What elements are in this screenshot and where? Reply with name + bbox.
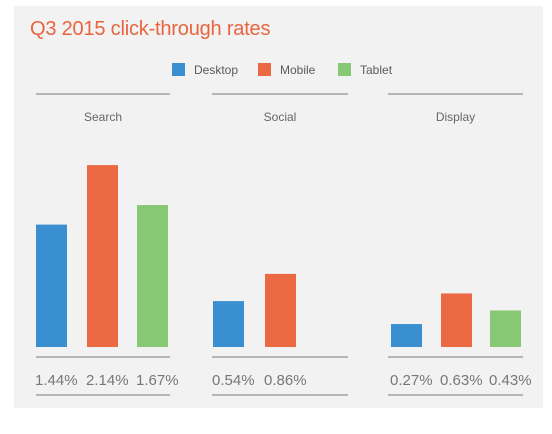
- category-label-search: Search: [84, 110, 122, 124]
- value-label-search-mobile: 2.14%: [86, 372, 129, 389]
- category-label-social: Social: [264, 110, 297, 124]
- value-label-search-desktop: 1.44%: [35, 372, 78, 389]
- value-label-social-desktop: 0.54%: [212, 372, 255, 389]
- bar-display-tablet: [490, 310, 521, 347]
- legend-label-tablet: Tablet: [360, 63, 393, 77]
- chart-title: Q3 2015 click-through rates: [30, 18, 271, 40]
- value-label-social-mobile: 0.86%: [264, 372, 307, 389]
- legend-label-desktop: Desktop: [194, 63, 238, 77]
- bar-search-mobile: [87, 165, 118, 347]
- bar-display-mobile: [441, 293, 472, 347]
- legend-swatch-tablet: [338, 63, 351, 76]
- value-label-display-desktop: 0.27%: [390, 372, 433, 389]
- category-label-display: Display: [436, 110, 475, 124]
- legend-swatch-desktop: [172, 63, 185, 76]
- bar-social-desktop: [213, 301, 244, 347]
- bar-social-mobile: [265, 273, 296, 347]
- value-label-display-mobile: 0.63%: [440, 372, 483, 389]
- bar-display-desktop: [391, 324, 422, 347]
- bar-search-tablet: [137, 205, 168, 347]
- value-label-display-tablet: 0.43%: [489, 372, 532, 389]
- legend-label-mobile: Mobile: [280, 63, 316, 77]
- legend-swatch-mobile: [258, 63, 271, 76]
- value-label-search-tablet: 1.67%: [136, 372, 179, 389]
- bar-search-desktop: [36, 224, 67, 347]
